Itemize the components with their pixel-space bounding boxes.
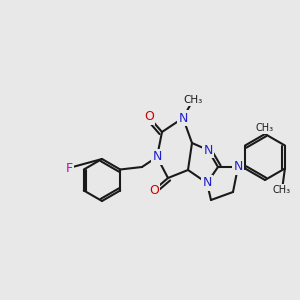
Text: CH₃: CH₃ [183,95,202,105]
Text: N: N [152,151,162,164]
Text: F: F [65,161,73,175]
Text: N: N [203,143,213,157]
Text: CH₃: CH₃ [256,123,274,133]
Text: N: N [178,112,188,124]
Text: O: O [144,110,154,124]
Text: N: N [233,160,243,173]
Text: CH₃: CH₃ [273,185,291,195]
Text: O: O [149,184,159,196]
Text: N: N [202,176,212,190]
